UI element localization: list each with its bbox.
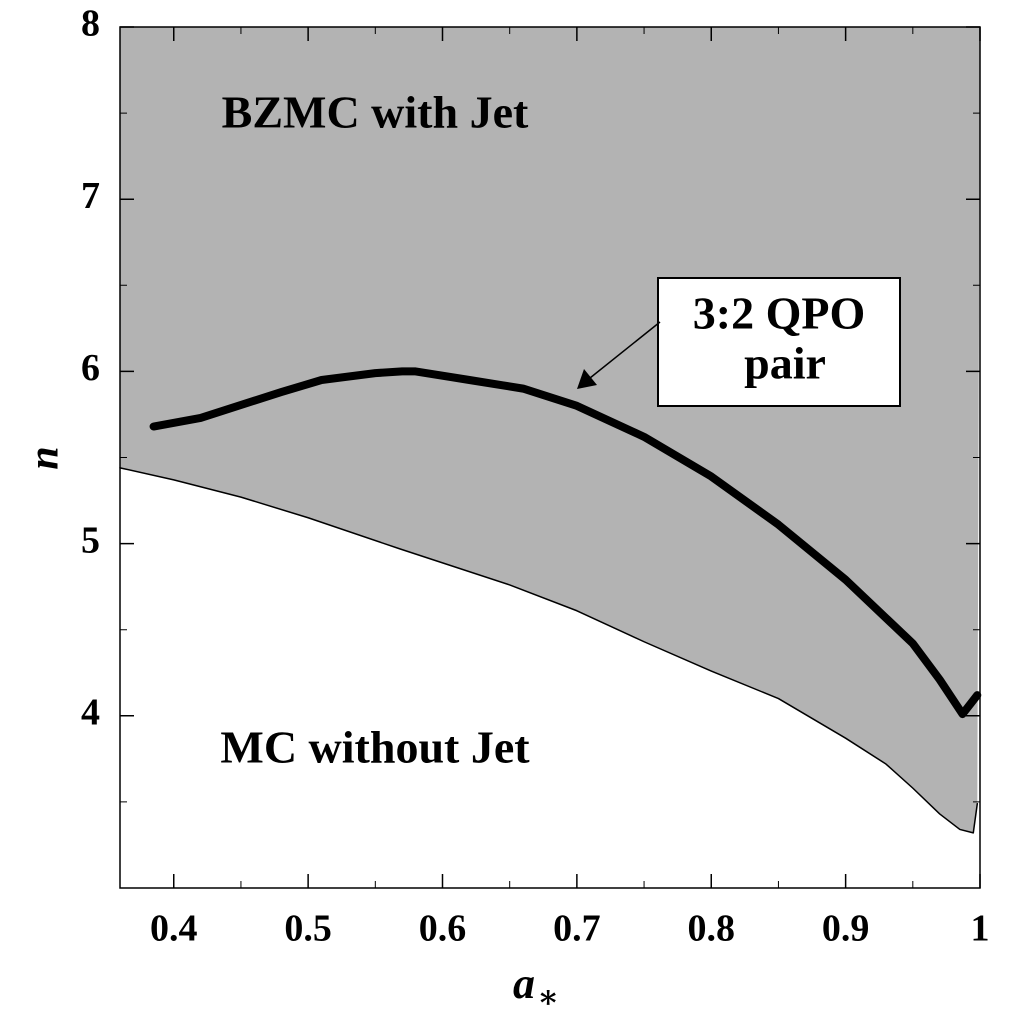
x-tick-label: 1 (971, 908, 990, 950)
x-tick-label: 0.5 (284, 908, 332, 950)
y-tick-label: 5 (81, 519, 100, 561)
annotation-text: pair (744, 338, 826, 389)
plot-area: 0.4 0.5 0.6 0.7 0.8 0.9 1 4 5 6 7 8 (81, 3, 990, 950)
arrow-head (577, 369, 597, 389)
region-label: MC without Jet (220, 722, 530, 773)
area (120, 27, 980, 833)
x-tick-label: 0.4 (150, 908, 198, 950)
annotation-text: 3:2 QPO (693, 288, 865, 339)
annotation-arrow (589, 321, 661, 379)
x-axis-label: a (513, 959, 535, 1008)
x-tick-label: 0.6 (419, 908, 467, 950)
x-tick-label: 0.9 (822, 908, 870, 950)
y-axis-label: n (22, 446, 68, 469)
x-axis-label-subscript: ∗ (537, 978, 559, 1010)
region-label: BZMC with Jet (222, 87, 529, 138)
x-tick-label: 0.8 (688, 908, 736, 950)
line (119, 467, 979, 834)
line (149, 367, 982, 719)
y-tick-label: 4 (81, 692, 100, 734)
y-tick-label: 7 (81, 175, 100, 217)
annotation-box (657, 277, 901, 407)
y-tick-label: 6 (81, 347, 100, 389)
y-tick-label: 8 (81, 3, 100, 45)
x-tick-label: 0.7 (553, 908, 601, 950)
